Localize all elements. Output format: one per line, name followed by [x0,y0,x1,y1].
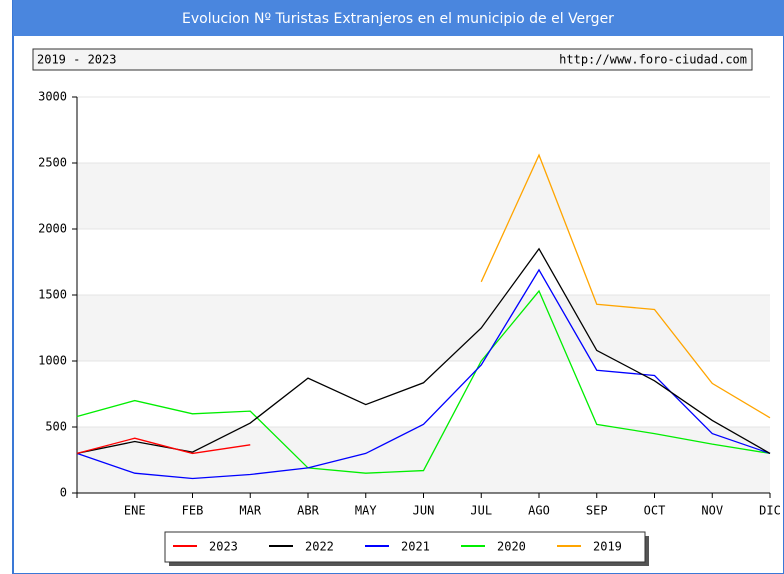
y-tick-label: 1500 [38,288,67,302]
subtitle: 2019 - 2023 [37,53,116,67]
legend-label: 2021 [401,540,430,554]
subtitle-box [32,48,753,71]
source: http://www.foro-ciudad.com [559,53,747,67]
grid-band [77,427,770,493]
x-tick-label: DIC [759,504,781,518]
x-tick-label: MAY [355,504,377,518]
series-line [76,247,771,455]
legend-label: 2019 [593,540,622,554]
y-tick-label: 2500 [38,156,67,170]
chart-title: Evolucion Nº Turistas Extranjeros en el … [182,11,614,27]
x-tick-label: AGO [528,504,550,518]
series-line [480,153,771,419]
title-bar [13,0,784,36]
x-tick-label: ENE [124,504,146,518]
y-tick-label: 1000 [38,354,67,368]
series-line [76,437,251,455]
x-tick-label: JUN [413,504,435,518]
x-tick-label: SEP [586,504,608,518]
legend-label: 2020 [497,540,526,554]
series-line [76,268,771,480]
x-tick-label: ABR [297,504,319,518]
x-tick-label: NOV [701,504,723,518]
grid-band [77,295,770,361]
y-tick-label: 3000 [38,90,67,104]
legend-label: 2022 [305,540,334,554]
y-tick-label: 2000 [38,222,67,236]
y-tick-label: 0 [60,486,67,500]
x-tick-label: OCT [644,504,666,518]
y-tick-label: 500 [45,420,67,434]
grid-band [77,163,770,229]
x-tick-label: JUL [470,504,492,518]
legend-label: 2023 [209,540,238,554]
x-tick-label: FEB [182,504,204,518]
series-line [76,289,771,474]
x-tick-label: MAR [239,504,261,518]
